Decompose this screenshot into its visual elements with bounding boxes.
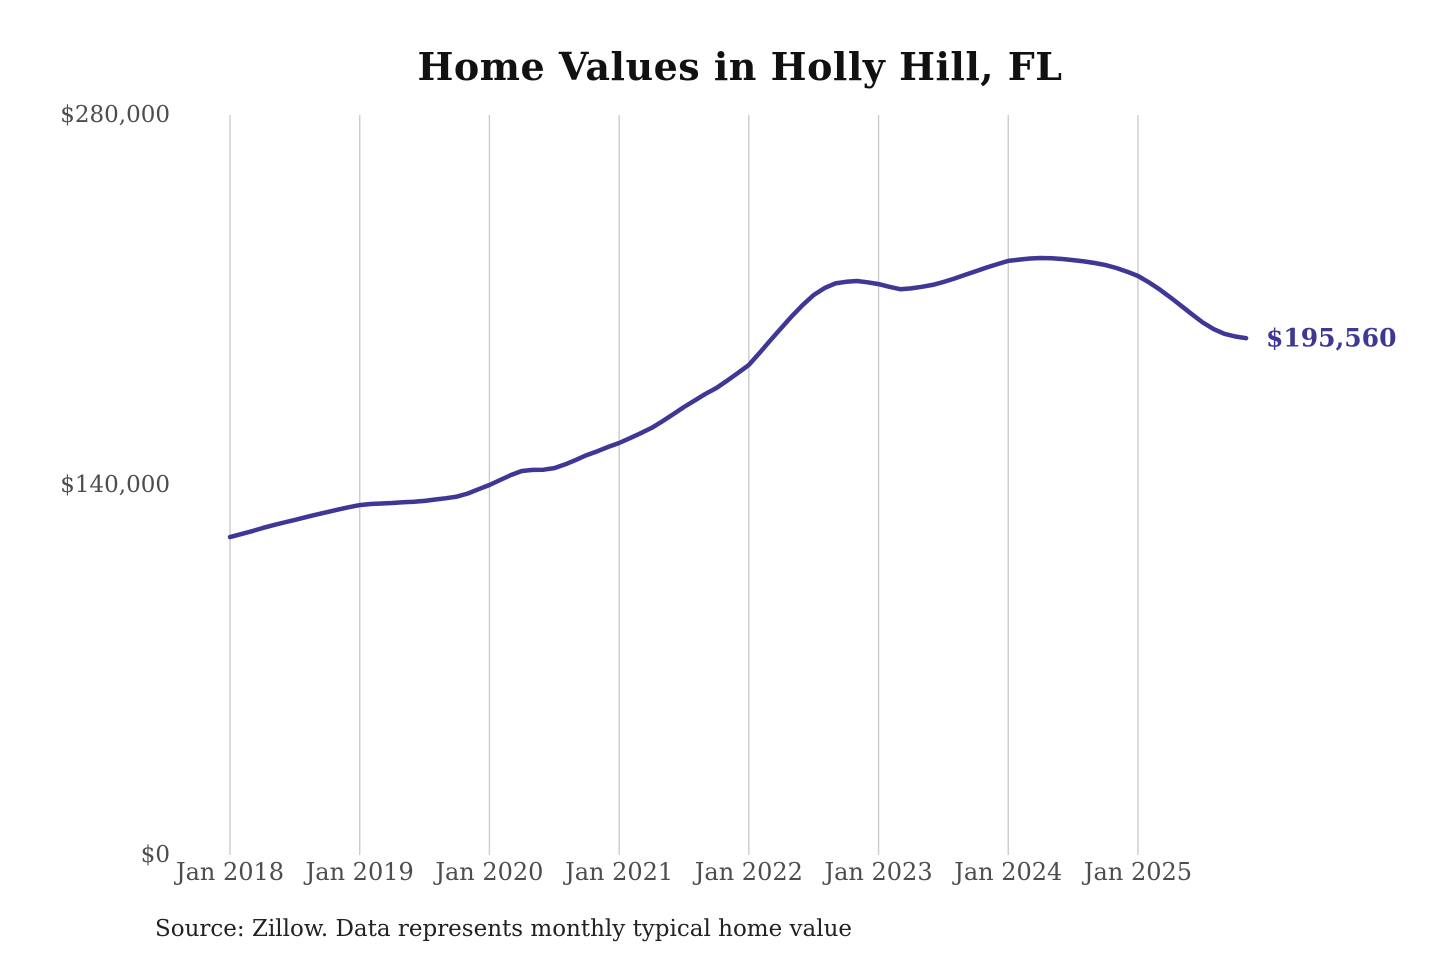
x-axis-tick-label: Jan 2021 — [565, 858, 674, 886]
chart-title: Home Values in Holly Hill, FL — [417, 44, 1063, 89]
x-axis-tick-label: Jan 2023 — [824, 858, 933, 886]
y-axis-tick-label: $280,000 — [60, 102, 170, 128]
latest-value-label: $195,560 — [1266, 323, 1397, 353]
x-axis-tick-label: Jan 2025 — [1083, 858, 1193, 886]
y-axis-tick-label: $140,000 — [60, 472, 170, 498]
x-axis-tick-label: Jan 2019 — [305, 858, 414, 886]
x-axis-tick-label: Jan 2022 — [694, 858, 803, 886]
y-axis-tick-label: $0 — [140, 842, 170, 868]
source-note: Source: Zillow. Data represents monthly … — [155, 916, 853, 942]
x-axis-tick-label: Jan 2024 — [954, 858, 1063, 886]
x-axis-tick-label: Jan 2020 — [435, 858, 544, 886]
x-axis-tick-label: Jan 2018 — [175, 858, 285, 886]
home-value-line — [227, 255, 1249, 540]
